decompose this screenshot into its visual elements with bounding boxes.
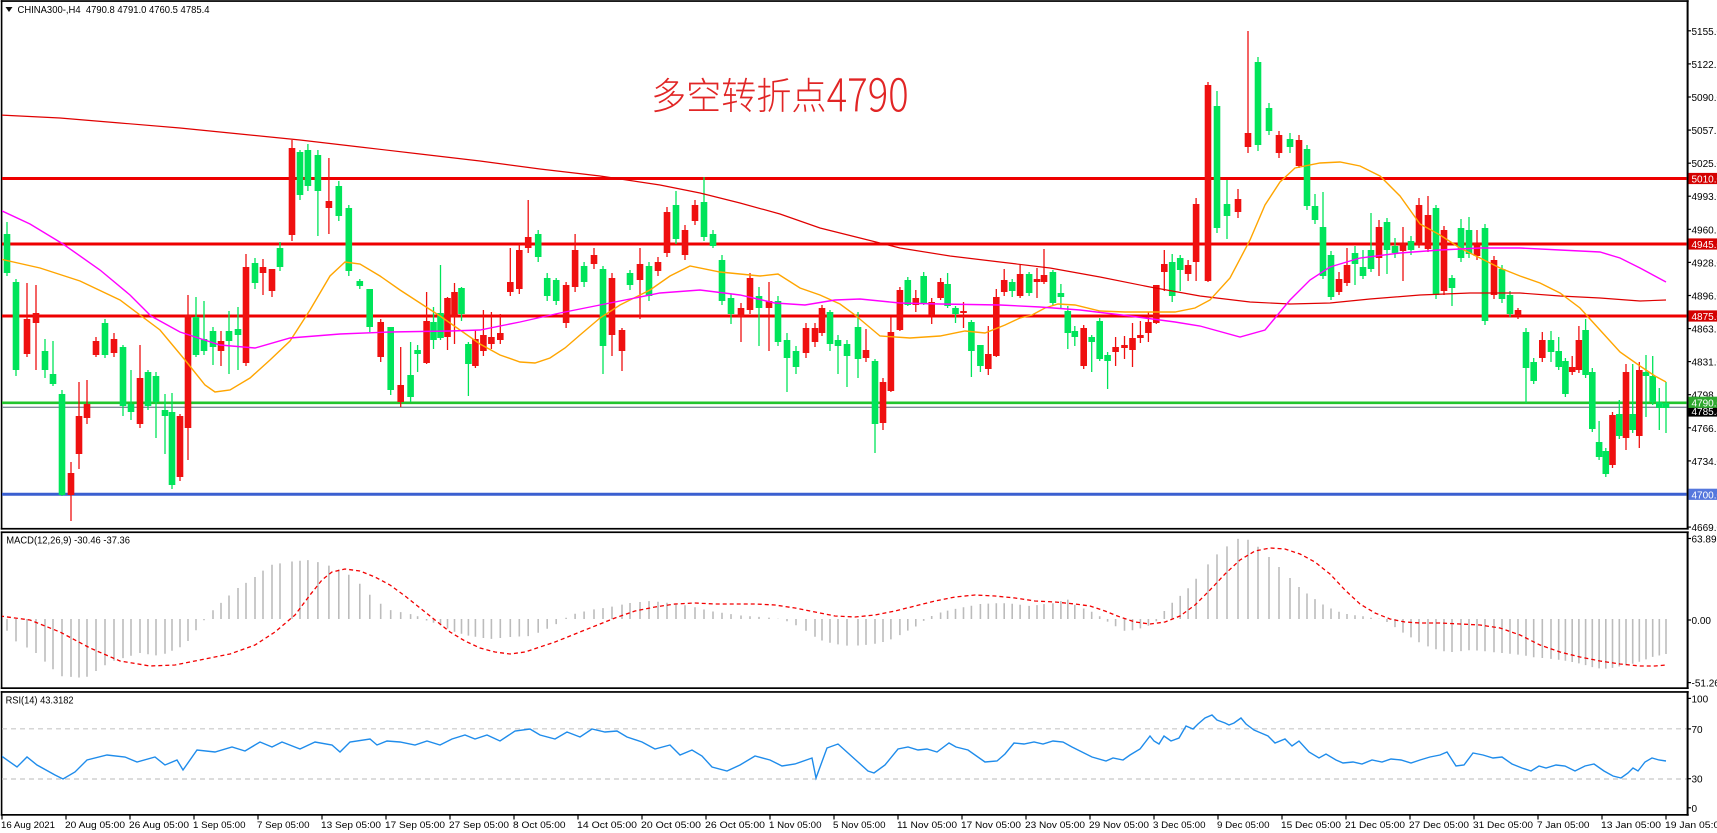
svg-text:19 Jan 05:00: 19 Jan 05:00 bbox=[1665, 820, 1717, 831]
svg-text:RSI(14) 43.3182: RSI(14) 43.3182 bbox=[6, 696, 74, 707]
svg-text:16 Aug 2021: 16 Aug 2021 bbox=[1, 820, 55, 831]
svg-text:5122.5: 5122.5 bbox=[1692, 60, 1717, 71]
svg-text:1 Sep 05:00: 1 Sep 05:00 bbox=[193, 820, 246, 831]
svg-text:26 Aug 05:00: 26 Aug 05:00 bbox=[129, 820, 189, 831]
svg-text:29 Nov 05:00: 29 Nov 05:00 bbox=[1089, 820, 1149, 831]
svg-text:70: 70 bbox=[1692, 725, 1704, 736]
svg-text:4734.0: 4734.0 bbox=[1692, 457, 1717, 468]
svg-text:31 Dec 05:00: 31 Dec 05:00 bbox=[1473, 820, 1533, 831]
svg-text:4863.5: 4863.5 bbox=[1692, 325, 1717, 336]
svg-text:13 Jan 05:00: 13 Jan 05:00 bbox=[1601, 820, 1661, 831]
svg-text:21 Dec 05:00: 21 Dec 05:00 bbox=[1345, 820, 1405, 831]
svg-text:4875.0: 4875.0 bbox=[1692, 312, 1717, 323]
svg-text:-51.26: -51.26 bbox=[1692, 679, 1717, 690]
svg-text:27 Dec 05:00: 27 Dec 05:00 bbox=[1409, 820, 1469, 831]
svg-text:11 Nov 05:00: 11 Nov 05:00 bbox=[897, 820, 957, 831]
svg-text:4928.0: 4928.0 bbox=[1692, 258, 1717, 269]
svg-text:23 Nov 05:00: 23 Nov 05:00 bbox=[1025, 820, 1085, 831]
svg-text:7 Sep 05:00: 7 Sep 05:00 bbox=[257, 820, 310, 831]
svg-text:4790.0: 4790.0 bbox=[1692, 398, 1717, 409]
svg-text:4993.0: 4993.0 bbox=[1692, 192, 1717, 203]
svg-text:4896.0: 4896.0 bbox=[1692, 292, 1717, 303]
svg-text:15 Dec 05:00: 15 Dec 05:00 bbox=[1281, 820, 1341, 831]
svg-text:5057.5: 5057.5 bbox=[1692, 126, 1717, 137]
svg-text:13 Sep 05:00: 13 Sep 05:00 bbox=[321, 820, 381, 831]
svg-text:1 Nov 05:00: 1 Nov 05:00 bbox=[769, 820, 822, 831]
svg-text:4798.5: 4798.5 bbox=[1692, 391, 1717, 402]
svg-text:9 Dec 05:00: 9 Dec 05:00 bbox=[1217, 820, 1270, 831]
svg-text:26 Oct 05:00: 26 Oct 05:00 bbox=[705, 820, 765, 831]
svg-text:8 Oct 05:00: 8 Oct 05:00 bbox=[513, 820, 566, 831]
svg-text:14 Oct 05:00: 14 Oct 05:00 bbox=[577, 820, 637, 831]
svg-text:4669.0: 4669.0 bbox=[1692, 523, 1717, 534]
svg-text:63.89: 63.89 bbox=[1692, 535, 1717, 546]
svg-text:5025.0: 5025.0 bbox=[1692, 159, 1717, 170]
svg-text:4766.5: 4766.5 bbox=[1692, 424, 1717, 435]
svg-text:MACD(12,26,9) -30.46 -37.36: MACD(12,26,9) -30.46 -37.36 bbox=[6, 536, 130, 547]
svg-text:20 Oct 05:00: 20 Oct 05:00 bbox=[641, 820, 701, 831]
svg-text:17 Nov 05:00: 17 Nov 05:00 bbox=[961, 820, 1021, 831]
svg-text:4945.0: 4945.0 bbox=[1692, 240, 1717, 251]
svg-text:4831.0: 4831.0 bbox=[1692, 358, 1717, 369]
svg-text:20 Aug 05:00: 20 Aug 05:00 bbox=[65, 820, 125, 831]
svg-text:5090.0: 5090.0 bbox=[1692, 93, 1717, 104]
svg-text:4700.0: 4700.0 bbox=[1692, 490, 1717, 501]
svg-text:27 Sep 05:00: 27 Sep 05:00 bbox=[449, 820, 509, 831]
svg-text:100: 100 bbox=[1692, 694, 1709, 705]
svg-text:5010.0: 5010.0 bbox=[1692, 175, 1717, 186]
svg-text:CHINA300-,H4 4790.8 4791.0 47: CHINA300-,H4 4790.8 4791.0 4760.5 4785.4 bbox=[18, 4, 210, 16]
svg-text:7 Jan 05:00: 7 Jan 05:00 bbox=[1537, 820, 1590, 831]
svg-text:30: 30 bbox=[1692, 775, 1704, 786]
svg-text:5155.0: 5155.0 bbox=[1692, 27, 1717, 38]
svg-text:17 Sep 05:00: 17 Sep 05:00 bbox=[385, 820, 445, 831]
svg-text:4960.5: 4960.5 bbox=[1692, 225, 1717, 236]
svg-text:3 Dec 05:00: 3 Dec 05:00 bbox=[1153, 820, 1206, 831]
svg-text:4785.4: 4785.4 bbox=[1692, 407, 1717, 418]
svg-text:5 Nov 05:00: 5 Nov 05:00 bbox=[833, 820, 886, 831]
svg-text:0: 0 bbox=[1692, 804, 1698, 815]
svg-text:0.00: 0.00 bbox=[1692, 616, 1712, 627]
